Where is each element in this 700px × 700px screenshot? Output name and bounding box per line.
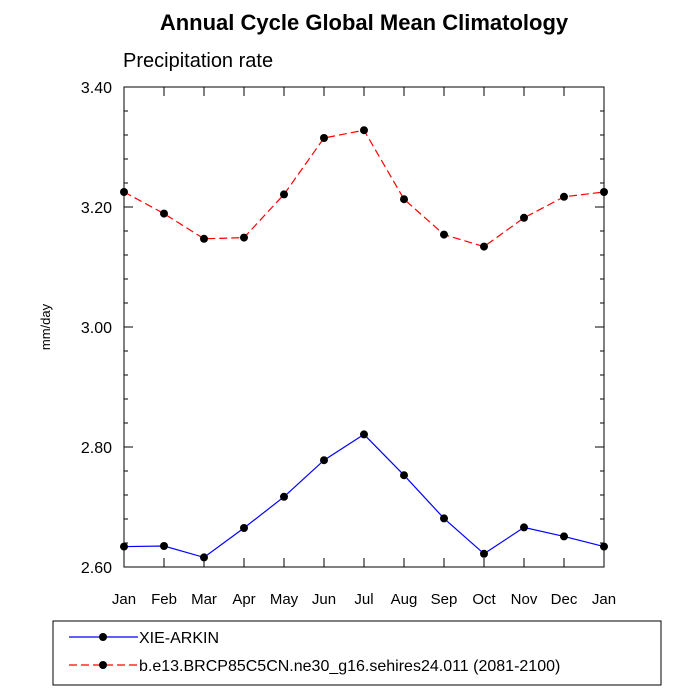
x-tick-label: Jan <box>592 591 616 608</box>
data-point <box>320 134 328 142</box>
data-point <box>400 471 408 480</box>
legend-label: b.e13.BRCP85C5CN.ne30_g16.sehires24.011 … <box>139 658 560 675</box>
data-point <box>160 209 168 218</box>
data-point <box>480 549 488 558</box>
y-tick-label: 2.60 <box>81 560 112 577</box>
data-point <box>520 213 528 222</box>
legend-label: XIE-ARKIN <box>139 630 219 647</box>
x-tick-label: Dec <box>551 591 578 608</box>
data-point <box>360 430 368 439</box>
data-point <box>120 542 128 551</box>
data-point <box>280 190 288 199</box>
x-tick-label: Sep <box>431 591 458 608</box>
y-tick-label: 3.00 <box>81 320 112 337</box>
data-point <box>600 188 608 196</box>
x-tick-label: May <box>270 591 299 608</box>
x-tick-label: Feb <box>151 591 177 608</box>
legend-marker <box>99 633 107 641</box>
data-point <box>400 195 408 204</box>
data-point <box>520 523 528 532</box>
series-0 <box>120 430 608 562</box>
y-tick-label: 3.20 <box>81 200 112 217</box>
data-point <box>240 524 248 532</box>
data-point <box>560 192 568 201</box>
x-tick-label: Aug <box>391 591 418 608</box>
y-tick-labels: 2.60 2.80 3.00 3.20 3.40 <box>81 80 112 577</box>
data-point <box>200 234 208 243</box>
x-tick-label: Jun <box>312 591 336 608</box>
series-line <box>123 129 605 248</box>
y-tick-label: 2.80 <box>81 440 112 457</box>
data-point <box>320 456 328 465</box>
x-tick-label: Oct <box>472 591 496 608</box>
data-point <box>160 542 168 550</box>
plot-frame <box>123 86 605 568</box>
legend: XIE-ARKIN b.e13.BRCP85C5CN.ne30_g16.sehir… <box>69 630 560 675</box>
data-point <box>240 233 248 242</box>
legend-marker <box>99 661 107 669</box>
y-axis-label: mm/day <box>38 303 53 350</box>
data-point <box>560 532 568 541</box>
x-tick-label: Mar <box>191 591 217 608</box>
legend-box <box>52 620 662 686</box>
data-point <box>200 553 208 562</box>
x-tick-label: Jan <box>112 591 136 608</box>
series-line <box>123 433 605 559</box>
data-point <box>600 542 608 551</box>
series-1 <box>120 126 608 251</box>
x-tick-label: Apr <box>232 591 255 608</box>
data-point <box>280 492 288 501</box>
data-point <box>440 514 448 523</box>
data-point <box>480 242 488 251</box>
series-layer <box>120 126 608 562</box>
x-tick-label: Jul <box>354 591 373 608</box>
data-point <box>120 188 128 196</box>
chart-title: Annual Cycle Global Mean Climatology <box>160 10 569 35</box>
axis-ticks <box>123 86 605 568</box>
data-point <box>440 230 448 239</box>
y-tick-label: 3.40 <box>81 80 112 97</box>
chart-subtitle: Precipitation rate <box>123 50 273 72</box>
x-tick-labels: Jan Feb Mar Apr May Jun Jul Aug Sep Oct Nov Dec Jan <box>112 591 616 608</box>
data-point <box>360 126 368 135</box>
x-tick-label: Nov <box>511 591 538 608</box>
